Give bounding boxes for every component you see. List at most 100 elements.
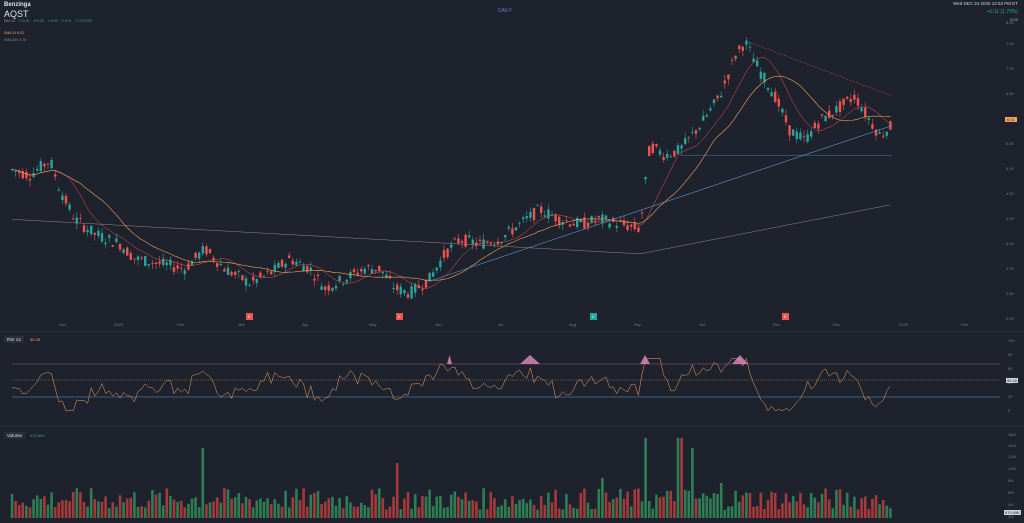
earnings-badge-3[interactable]: E <box>782 313 789 320</box>
earnings-badge-1[interactable]: E <box>396 313 403 320</box>
candle-body <box>327 285 330 291</box>
earnings-badge-0[interactable]: E <box>246 313 253 320</box>
volume-bar <box>428 489 431 518</box>
candle-body <box>493 244 496 246</box>
volume-bar <box>395 463 399 518</box>
volume-bar <box>507 506 511 518</box>
candle-body <box>640 212 644 214</box>
volume-bar <box>590 508 593 518</box>
volume-bar <box>345 495 349 518</box>
volume-bar <box>302 488 305 518</box>
candle-body <box>756 60 759 67</box>
candle-body <box>889 121 892 130</box>
volume-bar <box>737 501 741 518</box>
price-axis-label: 4.00 <box>1006 216 1014 221</box>
candle-body <box>817 123 820 129</box>
candle-body <box>68 204 71 210</box>
volume-bar <box>727 506 730 518</box>
sma-20-legend[interactable]: SMA 20 6.02 <box>4 31 25 35</box>
pane-divider-rsi[interactable] <box>0 331 1024 332</box>
pane-divider-volume[interactable] <box>0 426 1024 427</box>
candle-body <box>234 271 237 275</box>
volume-bar <box>57 502 61 518</box>
volume-bar <box>406 492 410 518</box>
candle-body <box>763 72 766 83</box>
volume-bar <box>817 502 820 518</box>
volume-bar <box>208 502 212 518</box>
volume-bar <box>781 503 784 518</box>
candle-body <box>460 240 464 243</box>
volume-bar <box>885 505 889 518</box>
ticker-symbol[interactable]: AQST <box>4 9 29 19</box>
candle-body <box>435 267 438 271</box>
rsi-overbought-fill <box>640 355 650 364</box>
candle-body <box>878 132 881 134</box>
candle-body <box>594 220 597 222</box>
x-axis-label: Feb <box>961 322 968 327</box>
volume-axis-label: 4M <box>1008 502 1014 507</box>
price-axis-label: 3.50 <box>1006 241 1014 246</box>
volume-bar <box>615 497 619 518</box>
earnings-badge-2[interactable]: C <box>590 313 597 320</box>
volume-bar <box>539 496 543 518</box>
candle-body <box>853 94 856 100</box>
period-label[interactable]: DAILY <box>498 8 513 14</box>
rsi-label[interactable]: RSI 14 <box>4 336 24 343</box>
candle-body <box>162 258 165 265</box>
candle-body <box>442 249 446 258</box>
candle-body <box>129 253 132 260</box>
candle-body <box>810 131 813 137</box>
volume-axis-label: 16M <box>1008 432 1016 437</box>
volume-bar <box>68 501 71 518</box>
volume-bar <box>478 509 482 518</box>
volume-bar <box>809 492 813 518</box>
volume-bar <box>856 509 860 518</box>
volume-bar <box>309 494 313 518</box>
sma-200-legend[interactable]: SMA 200 4.76 <box>4 38 26 42</box>
candle-body <box>741 46 744 51</box>
candle-body <box>655 143 658 147</box>
volume-bar <box>644 438 647 518</box>
candle-body <box>680 145 683 149</box>
candle-body <box>676 145 680 154</box>
volume-bar <box>140 506 143 518</box>
x-axis-label: Nov <box>59 322 67 327</box>
candle-body <box>316 274 320 277</box>
candle-body <box>748 46 752 48</box>
candle-body <box>662 156 665 160</box>
brand-logo: Benzinga <box>4 2 31 8</box>
candle-body <box>309 267 312 271</box>
volume-label[interactable]: Volume <box>4 432 26 439</box>
volume-bar <box>683 489 687 518</box>
volume-bar <box>687 490 691 518</box>
candle-body <box>399 286 402 295</box>
volume-bar <box>421 496 424 518</box>
volume-bar <box>500 505 503 518</box>
volume-bar <box>161 505 165 518</box>
candle-body <box>446 248 449 258</box>
volume-bar <box>889 508 892 518</box>
volume-bar <box>295 488 298 518</box>
volume-bar <box>658 497 662 518</box>
candle-body <box>61 195 64 201</box>
volume-bar <box>187 503 190 518</box>
volume-bar <box>341 508 345 518</box>
volume-bar <box>190 498 194 518</box>
candle-body <box>730 59 734 61</box>
volume-bar <box>554 489 557 518</box>
volume-value-tag: 970.69K <box>1004 510 1021 515</box>
rsi-value-tag: 55.28 <box>1006 378 1019 383</box>
candle-body <box>511 228 514 235</box>
volume-bar <box>277 503 280 518</box>
candle-body <box>403 289 406 294</box>
volume-bar <box>881 499 885 518</box>
candle-body <box>723 80 726 84</box>
volume-bar <box>381 498 385 518</box>
volume-bar <box>482 488 485 518</box>
volume-bar <box>291 497 295 518</box>
volume-bar <box>525 503 529 518</box>
volume-bar <box>356 506 359 518</box>
candle-body <box>766 87 770 90</box>
sma-short-line <box>11 56 891 290</box>
